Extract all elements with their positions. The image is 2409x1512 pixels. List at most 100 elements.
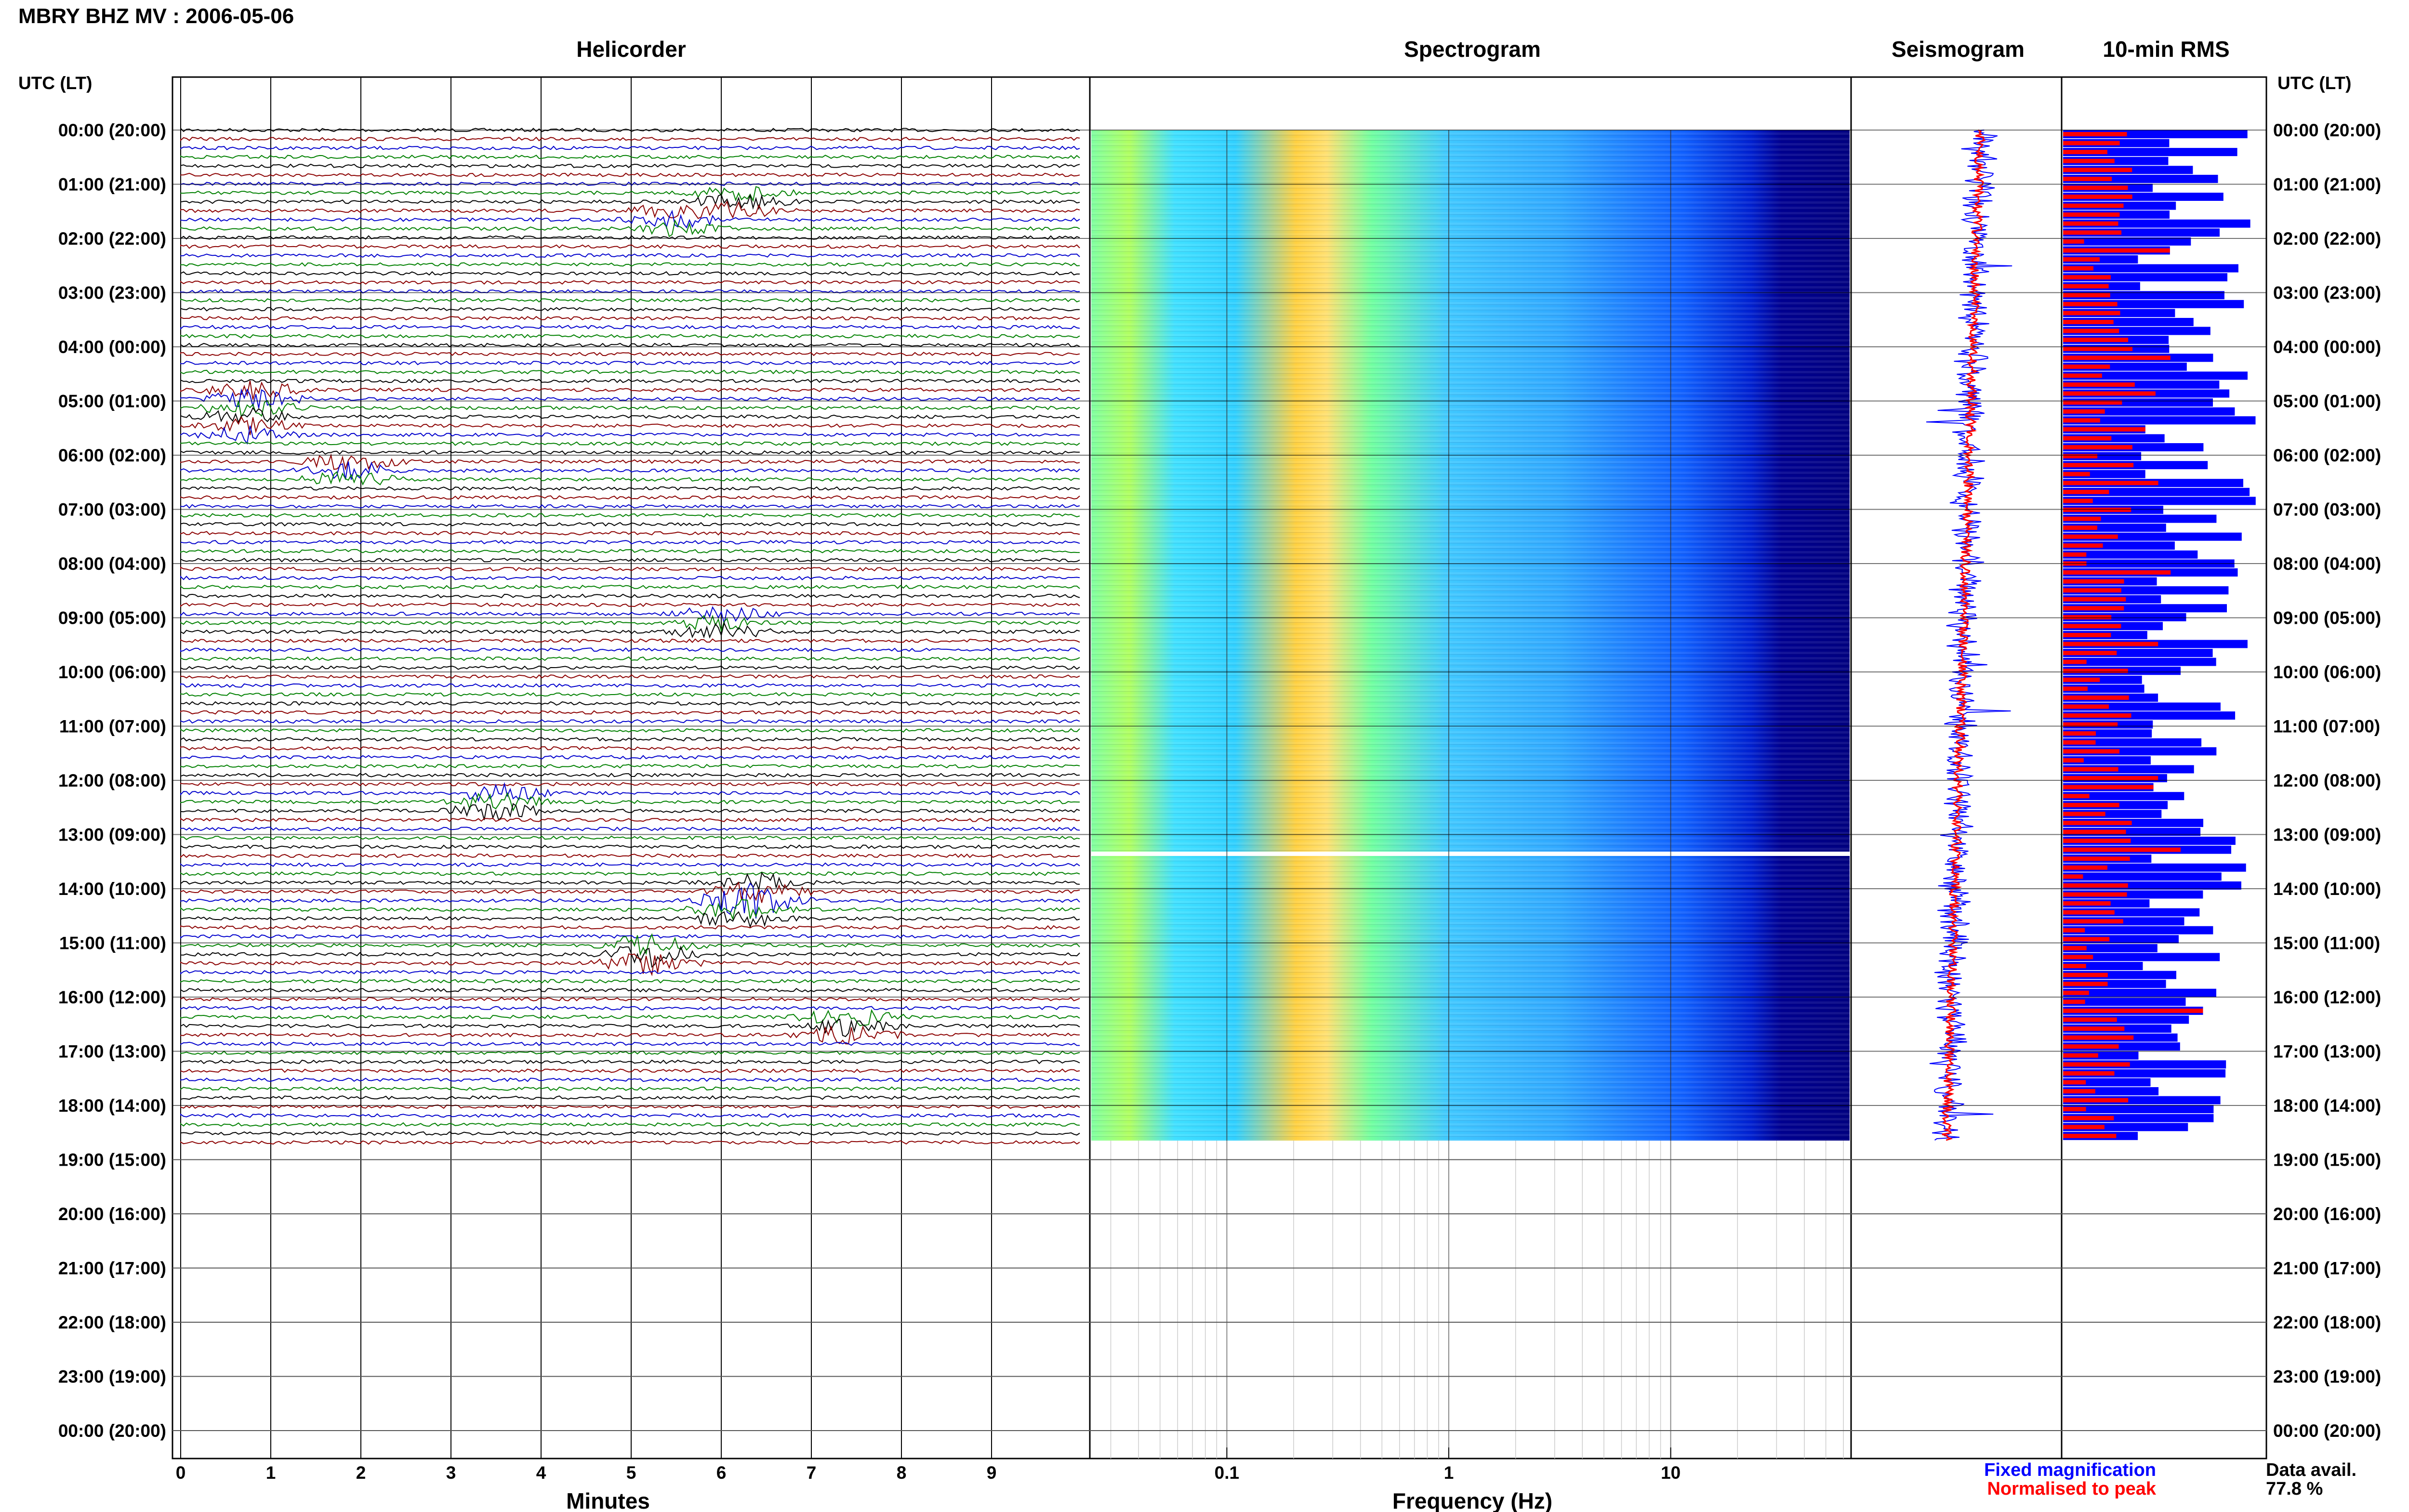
rms-bar-normalised	[2063, 776, 2158, 780]
spectrogram-xlabel: Frequency (Hz)	[1392, 1488, 1552, 1512]
helicorder-trace-line	[180, 647, 1080, 652]
spectrogram-data-gap	[1091, 852, 1850, 856]
helicorder-trace-line	[180, 871, 1080, 892]
left-axis-header: UTC (LT)	[18, 73, 92, 93]
rms-bar-normalised	[2063, 624, 2121, 629]
helicorder-trace-line	[180, 728, 1080, 733]
spectrogram-xtick-label: 10	[1661, 1463, 1681, 1483]
hour-label-right: 06:00 (02:00)	[2273, 446, 2381, 465]
rms-bar-normalised	[2063, 820, 2132, 825]
rms-bar-fixed	[2063, 792, 2184, 801]
hour-label-left: 10:00 (06:00)	[58, 662, 166, 682]
rms-bar-normalised	[2063, 1098, 2129, 1103]
helicorder-xtick-label: 0	[176, 1463, 186, 1483]
rms-bar-normalised	[2063, 839, 2131, 843]
rms-bar-normalised	[2063, 1125, 2105, 1130]
rms-title: 10-min RMS	[2103, 37, 2229, 62]
rms-bar-normalised	[2063, 749, 2119, 754]
hour-label-right: 17:00 (13:00)	[2273, 1042, 2381, 1062]
helicorder-trace-line	[180, 1086, 1080, 1091]
rms-bar-normalised	[2063, 1089, 2095, 1093]
rms-bar-normalised	[2063, 230, 2122, 235]
rms-bar-normalised	[2063, 364, 2110, 369]
helicorder-trace-line	[180, 945, 1080, 968]
helicorder-trace-line	[180, 253, 1080, 258]
rms-bar-fixed	[2063, 944, 2158, 952]
hour-label-left: 00:00 (20:00)	[58, 120, 166, 140]
hour-label-left: 14:00 (10:00)	[58, 879, 166, 899]
rms-bar-fixed	[2063, 416, 2256, 425]
helicorder-trace-line	[180, 450, 1080, 455]
rms-bar-normalised	[2063, 427, 2145, 432]
rms-bar-normalised	[2063, 212, 2120, 217]
hour-label-left: 04:00 (00:00)	[58, 337, 166, 357]
helicorder-trace-line	[180, 1104, 1080, 1109]
rms-bar-normalised	[2063, 489, 2109, 494]
seismogram-title: Seismogram	[1892, 37, 2025, 62]
hour-label-right: 01:00 (21:00)	[2273, 175, 2381, 195]
helicorder-trace-line	[180, 911, 1080, 929]
helicorder-trace-line	[180, 325, 1080, 330]
hour-label-right: 22:00 (18:00)	[2273, 1313, 2381, 1332]
rms-bar-normalised	[2063, 150, 2107, 155]
rms-bar-normalised	[2063, 704, 2109, 709]
rms-bar-normalised	[2063, 463, 2134, 468]
rms-bar-normalised	[2063, 597, 2126, 602]
hour-label-left: 08:00 (04:00)	[58, 554, 166, 574]
helicorder-trace-line	[180, 1009, 1080, 1026]
rms-bar-normalised	[2063, 302, 2118, 306]
rms-bar-fixed	[2063, 371, 2248, 380]
helicorder-trace-line	[180, 710, 1080, 715]
helicorder-trace-line	[180, 333, 1080, 339]
rms-bar-normalised	[2063, 1053, 2098, 1058]
rms-bar-normalised	[2063, 632, 2111, 637]
helicorder-trace-line	[180, 835, 1080, 841]
rms-bar-normalised	[2063, 812, 2105, 816]
rms-bar-normalised	[2063, 284, 2109, 289]
rms-bar-normalised	[2063, 999, 2085, 1004]
rms-bar-normalised	[2063, 1133, 2117, 1138]
rms-bar-fixed	[2063, 998, 2186, 1006]
rms-bar-normalised	[2063, 659, 2087, 664]
helicorder-xtick-label: 4	[536, 1463, 546, 1483]
hour-label-right: 09:00 (05:00)	[2273, 608, 2381, 628]
helicorder-trace-line	[180, 881, 1080, 903]
helicorder-xtick-label: 6	[716, 1463, 727, 1483]
rms-bar-normalised	[2063, 1116, 2114, 1120]
rms-bar-normalised	[2063, 454, 2098, 459]
hour-label-right: 12:00 (08:00)	[2273, 771, 2381, 790]
rms-bar-fixed	[2063, 550, 2198, 559]
rms-bar-fixed	[2063, 738, 2202, 747]
right-axis-header: UTC (LT)	[2277, 73, 2351, 93]
hour-label-right: 05:00 (01:00)	[2273, 392, 2381, 411]
hour-label-right: 14:00 (10:00)	[2273, 879, 2381, 899]
helicorder-trace-line	[180, 899, 1080, 921]
rms-bar-normalised	[2063, 1062, 2130, 1067]
helicorder-trace-line	[180, 782, 1080, 802]
helicorder-trace-line	[180, 271, 1080, 276]
helicorder-trace-line	[180, 827, 1080, 831]
helicorder-trace-line	[180, 1005, 1080, 1011]
helicorder-trace-line	[180, 136, 1080, 142]
helicorder-traces	[180, 127, 1080, 1145]
helicorder-trace-line	[180, 504, 1080, 509]
hour-label-right: 18:00 (14:00)	[2273, 1096, 2381, 1116]
hour-label-left: 13:00 (09:00)	[58, 825, 166, 845]
spectrogram-xtick-label: 1	[1444, 1463, 1454, 1483]
x-axis-ticks: 0 1 2 3 4 5 6 7 8 9 0.1 1 10	[176, 1447, 1681, 1483]
rms-bar-normalised	[2063, 391, 2156, 396]
rms-bar-normalised	[2063, 579, 2124, 584]
helicorder-trace-line	[180, 970, 1080, 975]
rms-bar-normalised	[2063, 248, 2170, 253]
legend-normalised-to-peak: Normalised to peak	[1987, 1479, 2156, 1499]
rms-bar-normalised	[2063, 669, 2128, 673]
rms-bar-normalised	[2063, 883, 2128, 888]
helicorder-trace-line	[180, 1122, 1080, 1127]
rms-bar-normalised	[2063, 329, 2119, 333]
rms-bar-normalised	[2063, 1107, 2086, 1112]
hour-gridlines	[172, 130, 2266, 1431]
rms-bar-normalised	[2063, 516, 2101, 521]
helicorder-trace-line	[180, 461, 1080, 480]
hour-label-right: 11:00 (07:00)	[2273, 717, 2380, 736]
